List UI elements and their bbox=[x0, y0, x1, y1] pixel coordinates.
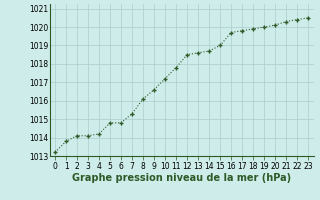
X-axis label: Graphe pression niveau de la mer (hPa): Graphe pression niveau de la mer (hPa) bbox=[72, 173, 291, 183]
